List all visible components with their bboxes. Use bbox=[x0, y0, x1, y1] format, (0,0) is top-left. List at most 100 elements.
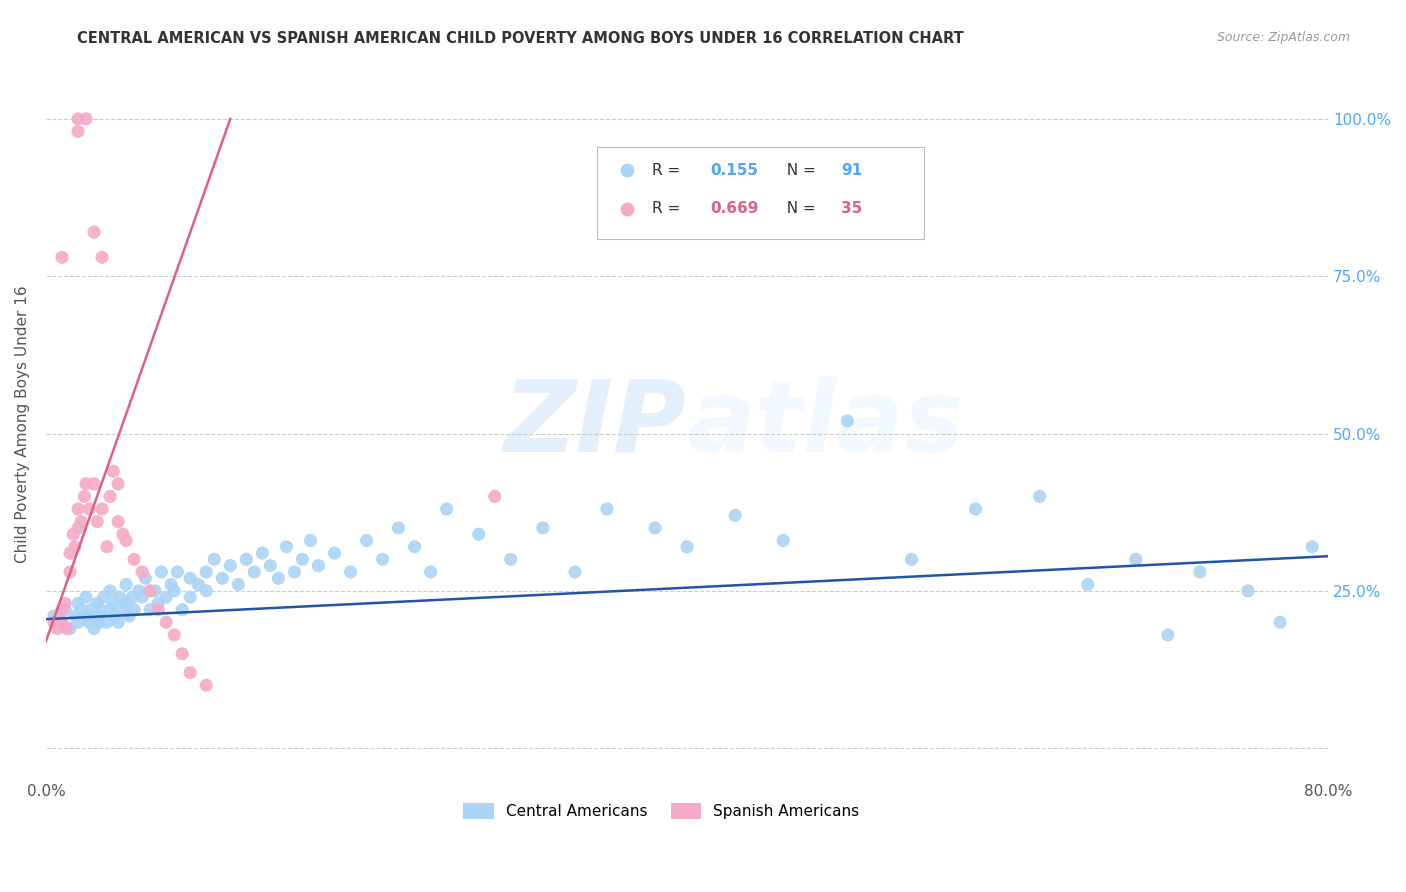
Point bbox=[70, 603, 93, 617]
Point bbox=[202, 552, 225, 566]
Point bbox=[291, 552, 314, 566]
Point bbox=[179, 571, 201, 585]
Point bbox=[96, 615, 118, 630]
Point bbox=[66, 596, 89, 610]
Point bbox=[772, 533, 794, 548]
Point bbox=[150, 565, 173, 579]
Point bbox=[53, 603, 76, 617]
Point bbox=[91, 250, 114, 264]
Text: N =: N = bbox=[776, 162, 821, 178]
Point bbox=[965, 502, 987, 516]
Point bbox=[900, 552, 922, 566]
Point bbox=[83, 225, 105, 239]
Text: N =: N = bbox=[776, 201, 821, 216]
Point bbox=[252, 546, 274, 560]
Point bbox=[276, 540, 298, 554]
Point bbox=[122, 603, 145, 617]
Text: R =: R = bbox=[652, 162, 686, 178]
Text: CENTRAL AMERICAN VS SPANISH AMERICAN CHILD POVERTY AMONG BOYS UNDER 16 CORRELATI: CENTRAL AMERICAN VS SPANISH AMERICAN CHI… bbox=[77, 31, 965, 46]
Point bbox=[564, 565, 586, 579]
Point bbox=[42, 615, 65, 630]
Point bbox=[1237, 583, 1260, 598]
Point bbox=[46, 622, 69, 636]
Point bbox=[77, 615, 100, 630]
FancyBboxPatch shape bbox=[598, 147, 924, 239]
Point bbox=[243, 565, 266, 579]
Point bbox=[139, 583, 162, 598]
Text: 35: 35 bbox=[841, 201, 862, 216]
Point bbox=[70, 515, 93, 529]
Point bbox=[107, 515, 129, 529]
Point bbox=[63, 609, 86, 624]
Point bbox=[195, 583, 218, 598]
Point bbox=[134, 571, 156, 585]
Point bbox=[146, 603, 169, 617]
Point bbox=[1188, 565, 1211, 579]
Point bbox=[387, 521, 409, 535]
Point bbox=[163, 628, 186, 642]
Point bbox=[111, 527, 134, 541]
Point bbox=[115, 533, 138, 548]
Point bbox=[226, 577, 249, 591]
Text: R =: R = bbox=[652, 201, 686, 216]
Point bbox=[339, 565, 361, 579]
Point bbox=[115, 577, 138, 591]
Point bbox=[98, 603, 121, 617]
Text: 91: 91 bbox=[841, 162, 862, 178]
Point bbox=[75, 112, 97, 126]
Point bbox=[436, 502, 458, 516]
Point bbox=[837, 414, 859, 428]
Point bbox=[86, 596, 108, 610]
Point bbox=[118, 609, 141, 624]
Point bbox=[163, 583, 186, 598]
Point bbox=[59, 622, 82, 636]
Point bbox=[1268, 615, 1291, 630]
Point bbox=[179, 665, 201, 680]
Point bbox=[143, 583, 166, 598]
Point bbox=[104, 609, 127, 624]
Point bbox=[283, 565, 305, 579]
Point bbox=[404, 540, 426, 554]
Point bbox=[195, 565, 218, 579]
Point bbox=[115, 596, 138, 610]
Point bbox=[1157, 628, 1180, 642]
Point bbox=[323, 546, 346, 560]
Point bbox=[155, 615, 177, 630]
Point bbox=[172, 603, 194, 617]
Point bbox=[62, 527, 84, 541]
Point bbox=[108, 590, 131, 604]
Point bbox=[51, 250, 73, 264]
Point bbox=[103, 596, 125, 610]
Point bbox=[42, 609, 65, 624]
Point bbox=[77, 502, 100, 516]
Point bbox=[91, 502, 114, 516]
Point bbox=[131, 565, 153, 579]
Point bbox=[128, 583, 150, 598]
Point bbox=[172, 647, 194, 661]
Point bbox=[122, 552, 145, 566]
Point bbox=[155, 590, 177, 604]
Point bbox=[98, 490, 121, 504]
Point bbox=[644, 521, 666, 535]
Point bbox=[307, 558, 329, 573]
Point bbox=[131, 590, 153, 604]
Point bbox=[166, 565, 188, 579]
Point bbox=[484, 490, 506, 504]
Point bbox=[96, 540, 118, 554]
Point bbox=[187, 577, 209, 591]
Y-axis label: Child Poverty Among Boys Under 16: Child Poverty Among Boys Under 16 bbox=[15, 285, 30, 563]
Point bbox=[93, 590, 115, 604]
Point bbox=[80, 603, 103, 617]
Point bbox=[75, 609, 97, 624]
Point bbox=[139, 603, 162, 617]
Point bbox=[51, 603, 73, 617]
Point bbox=[87, 615, 110, 630]
Point bbox=[1125, 552, 1147, 566]
Point bbox=[56, 622, 79, 636]
Point bbox=[1028, 490, 1050, 504]
Point bbox=[66, 502, 89, 516]
Point bbox=[1077, 577, 1099, 591]
Point bbox=[73, 490, 96, 504]
Point bbox=[53, 596, 76, 610]
Point bbox=[467, 527, 489, 541]
